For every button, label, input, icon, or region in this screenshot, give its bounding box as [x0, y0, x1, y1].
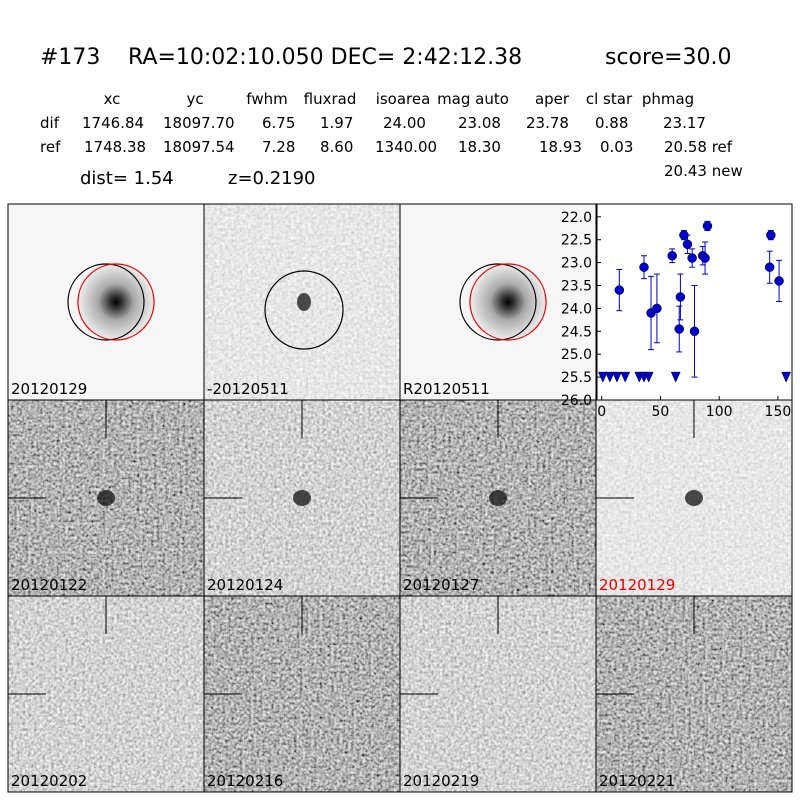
column-header: cl star: [586, 90, 633, 108]
stamp-label: 20120216: [207, 772, 283, 790]
column-header: aper: [535, 90, 570, 108]
column-header: isoarea: [376, 90, 431, 108]
table-cell: 6.75: [262, 114, 295, 132]
upper-limit: [670, 371, 681, 383]
upper-limit: [605, 371, 615, 383]
table-cell: 23.08: [458, 114, 501, 132]
y-tick-label: 22.5: [561, 233, 592, 249]
detection: [675, 292, 686, 302]
stamp-label: -20120511: [207, 380, 289, 398]
column-header: xc: [104, 90, 121, 108]
column-header: fluxrad: [304, 90, 357, 108]
x-tick-label: 100: [706, 404, 733, 420]
table-cell: 24.00: [383, 114, 426, 132]
column-header: fwhm: [246, 90, 287, 108]
detection: [766, 230, 776, 240]
score: score=30.0: [605, 45, 732, 70]
stamp-label: 20120129: [11, 380, 87, 398]
stamp-label: 20120122: [11, 576, 87, 594]
coordinates: RA=10:02:10.050 DEC= 2:42:12.38: [128, 45, 522, 70]
detection: [682, 239, 693, 250]
detection: [764, 262, 775, 272]
y-tick-label: 23.5: [561, 279, 592, 295]
table-cell: 1.97: [320, 114, 353, 132]
x-tick-label: 50: [652, 404, 670, 420]
detection: [652, 303, 662, 314]
upper-limit: [612, 371, 622, 383]
ref-aperture: [459, 263, 537, 341]
detection: [702, 221, 713, 231]
table-cell: 1340.00: [375, 138, 437, 156]
galaxy: [468, 262, 548, 342]
redshift: z=0.2190: [228, 168, 316, 189]
y-tick-label: 24.5: [561, 324, 592, 340]
stamp-label: 20120127: [403, 576, 479, 594]
y-tick-label: 22.0: [561, 210, 592, 226]
table-cell: 8.60: [320, 138, 353, 156]
residual: [297, 293, 311, 311]
source: [97, 490, 115, 506]
stamp-label: 20120219: [403, 772, 479, 790]
stamp-frame: [595, 595, 793, 793]
stamp-grid: 20120129 -20120511 R20120511 20120122 201201…: [7, 203, 793, 793]
table-cell: 18.30: [458, 138, 501, 156]
table-cell: 0.03: [600, 138, 633, 156]
aperture: [264, 270, 344, 350]
upper-limit: [620, 371, 631, 383]
table-cell: 20.58 ref: [664, 138, 733, 156]
upper-limit: [781, 371, 792, 383]
stamp-label: 20120202: [11, 772, 87, 790]
stamp-label: 20120221: [599, 772, 675, 790]
table-cell: 23.17: [663, 114, 706, 132]
stamp-label: 20120129: [599, 576, 675, 594]
x-tick-label: 0: [597, 404, 606, 420]
upper-limit: [597, 371, 608, 383]
stamp-label: 20120124: [207, 576, 283, 594]
table-cell: 23.78: [526, 114, 569, 132]
source: [685, 490, 703, 506]
galaxy: [76, 262, 156, 342]
new-aperture: [77, 263, 155, 341]
source: [489, 490, 507, 506]
detection: [674, 324, 684, 334]
upper-limit: [643, 371, 654, 383]
table-cell: 18.93: [539, 138, 582, 156]
y-tick-label: 25.5: [561, 370, 592, 386]
table-cell: 7.28: [262, 138, 295, 156]
x-tick-label: 150: [765, 404, 792, 420]
detection: [689, 326, 700, 337]
detection: [687, 253, 697, 263]
detection: [667, 250, 677, 261]
y-tick-label: 24.0: [561, 301, 592, 317]
new-mag: 20.43 new: [664, 162, 743, 180]
table-cell: 1748.38: [84, 138, 146, 156]
table-cell: 18097.70: [163, 114, 235, 132]
detection: [614, 285, 625, 295]
table-cell: 1746.84: [82, 114, 144, 132]
table-cell: dif: [40, 114, 60, 132]
light-curve: 0 50 100 150 22.0 22.5 23.0 23.5 24.0 24.5 25.0 25.…: [561, 203, 793, 420]
column-header: yc: [186, 90, 203, 108]
ref-aperture: [67, 263, 145, 341]
table-cell: ref: [40, 138, 61, 156]
y-tick-label: 25.0: [561, 347, 592, 363]
table-cell: 0.88: [595, 114, 628, 132]
stamp-label: R20120511: [403, 380, 490, 398]
table-cell: 18097.54: [163, 138, 235, 156]
detection: [700, 253, 710, 263]
candidate-id: #173: [40, 45, 100, 70]
distance: dist= 1.54: [80, 168, 174, 189]
new-aperture: [469, 263, 547, 341]
column-header: mag auto: [437, 90, 509, 108]
source: [293, 490, 311, 506]
y-tick-label: 23.0: [561, 256, 592, 272]
detection: [774, 276, 784, 286]
detection: [639, 262, 649, 272]
column-header: phmag: [642, 90, 694, 108]
y-tick-label: 26.0: [561, 393, 592, 409]
